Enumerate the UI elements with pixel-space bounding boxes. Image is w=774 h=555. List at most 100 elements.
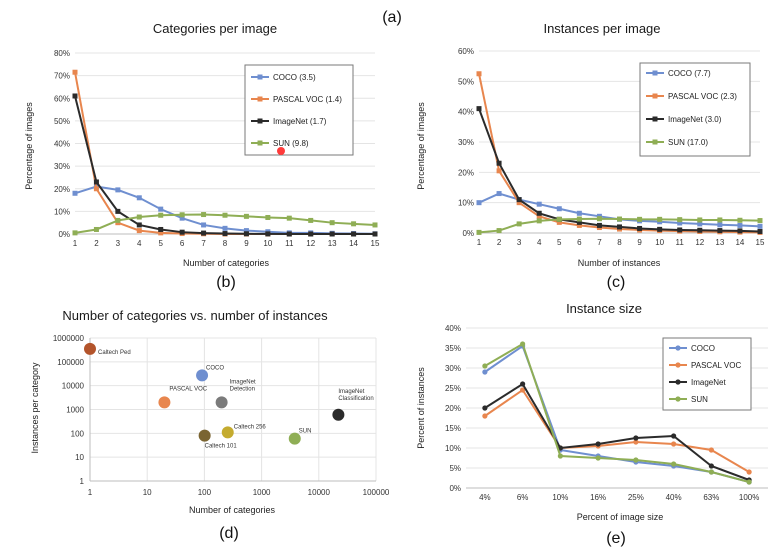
data-point [329,231,335,237]
y-tick-label: 35% [445,344,461,353]
x-tick-label: 10% [552,493,568,502]
data-point [757,228,763,234]
point-label: Caltech 101 [205,444,238,450]
data-point [596,216,602,222]
x-tick-label: 10 [143,488,152,497]
y-tick-label: 1000 [66,406,84,415]
data-point [201,222,207,228]
legend-box [639,62,751,157]
x-tick-label: 12 [306,239,315,248]
top-caption: (a) [382,9,402,26]
legend-marker [257,140,263,146]
x-tick-label: 13 [715,238,724,247]
x-tick-label: 4 [537,238,542,247]
y-tick-label: 20% [54,185,70,194]
data-point [351,231,357,237]
data-point [677,220,683,226]
y-tick-label: 30% [54,162,70,171]
data-point [637,225,643,231]
y-tick-label: 40% [54,140,70,149]
y-tick-label: 100000 [57,358,84,367]
data-point [243,228,249,234]
x-tick-label: 8 [223,239,228,248]
legend-label: ImageNet (1.7) [273,117,327,126]
legend-marker [257,118,263,124]
point-label-line: COCO [206,365,224,371]
x-tick-label: 2 [497,238,502,247]
data-point [737,222,743,228]
data-point [576,216,582,222]
data-point [556,219,562,225]
point-label-line: Classification [338,396,373,402]
chart-d-title: Number of categories vs. number of insta… [62,308,328,323]
data-point [329,220,335,226]
data-point [496,191,502,197]
legend-marker [675,379,681,385]
data-point [308,217,314,223]
point-label-line: SUN [299,429,312,435]
data-point [93,179,99,185]
x-tick-label: 5 [557,238,562,247]
x-tick-label: 1 [477,238,482,247]
data-point [351,221,357,227]
data-point [536,210,542,216]
data-point [708,447,714,453]
x-tick-label: 7 [597,238,602,247]
x-tick-label: 9 [244,239,249,248]
data-point [72,190,78,196]
x-tick-label: 63% [703,493,719,502]
chart-b-legend: COCO (3.5) PASCAL VOC (1.4) ImageNet (1.7)… [244,64,354,156]
data-point [482,363,488,369]
data-point [717,222,723,228]
pointer-marker [277,147,285,155]
chart-instances-per-image: Instances per image Percentage of images… [416,21,765,291]
data-point [595,441,601,447]
y-tick-label: 70% [54,72,70,81]
x-tick-label: 13 [328,239,337,248]
chart-d-xlabel: Number of categories [189,505,276,515]
data-point [265,231,271,237]
data-point [372,231,378,237]
data-point [671,441,677,447]
data-point [536,218,542,224]
x-tick-label: 6 [180,239,185,248]
y-tick-label: 0% [449,484,461,493]
data-point [496,160,502,166]
y-tick-label: 40% [445,324,461,333]
point-label: SUN [299,429,312,435]
data-point [286,231,292,237]
legend-label: SUN (17.0) [668,138,708,147]
data-point [482,413,488,419]
series-line [484,382,750,481]
data-point [158,206,164,212]
x-tick-label: 12 [695,238,704,247]
y-tick-label: 60% [54,94,70,103]
y-tick-label: 80% [54,49,70,58]
chart-b-title: Categories per image [153,21,277,36]
y-tick-label: 50% [458,77,474,86]
scatter-point [215,396,228,409]
legend-marker [652,93,658,99]
y-tick-label: 10000 [62,382,85,391]
data-point [671,461,677,467]
x-tick-label: 6 [577,238,582,247]
data-point [372,222,378,228]
x-tick-label: 10 [655,238,664,247]
scatter-point [198,429,211,442]
legend-label: SUN [691,395,708,404]
chart-e-caption: (e) [606,530,626,547]
data-point [576,222,582,228]
x-tick-label: 4 [137,239,142,248]
data-point [677,227,683,233]
point-label: ImageNet Classification [338,389,373,402]
chart-c-xlabel: Number of instances [578,258,661,268]
data-point [617,216,622,222]
data-point [115,217,121,223]
data-point [93,226,99,232]
chart-c-legend: COCO (7.7) PASCAL VOC (2.3) ImageNet (3.0)… [639,62,751,157]
legend-marker [652,70,658,76]
x-tick-label: 11 [676,238,685,247]
x-tick-label: 10 [263,239,272,248]
data-point [757,223,763,229]
point-label: Caltech Ped [98,350,131,356]
